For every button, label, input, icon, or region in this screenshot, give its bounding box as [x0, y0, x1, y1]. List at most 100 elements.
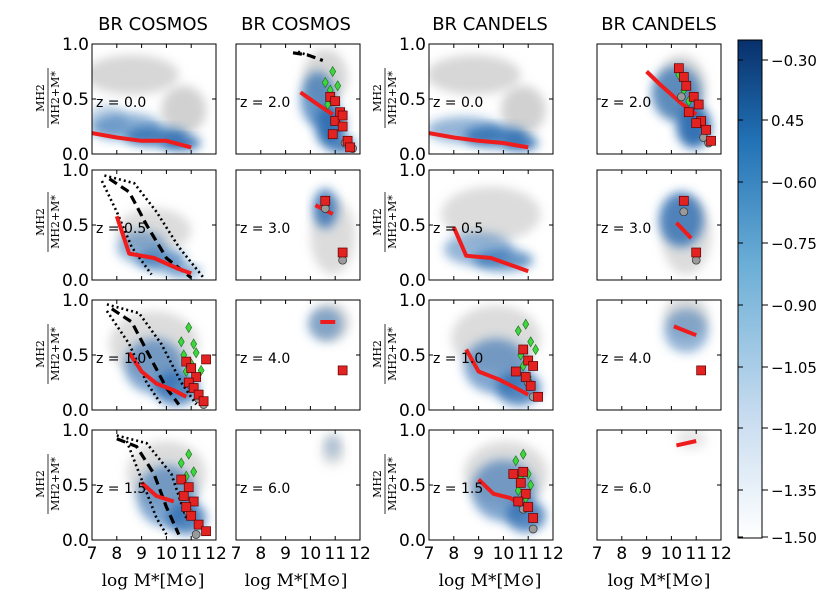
y-tick-label: 1.0: [62, 161, 89, 181]
x-tick-label: 11: [180, 544, 202, 564]
x-tick-label: 10: [156, 544, 178, 564]
data-point-square: [186, 363, 197, 374]
data-point-square: [337, 247, 348, 258]
median-line: [429, 131, 529, 150]
data-point-square: [193, 519, 204, 530]
ylabel-denominator: MH2+M*: [49, 457, 62, 511]
ylabel-row-4-left: MH2 MH2+M*: [34, 454, 62, 514]
redshift-label: z = 2.0: [240, 95, 290, 111]
ylabel-numerator: MH2: [34, 208, 47, 236]
data-point-square: [683, 107, 694, 118]
y-tick-label: 1.0: [399, 161, 426, 181]
contour-line: [106, 303, 198, 406]
redshift-label: z = 2.0: [601, 95, 651, 111]
y-tick-label: 0.0: [399, 401, 426, 421]
panel-plot-area: [645, 55, 716, 149]
data-point-square: [337, 365, 348, 376]
data-point-circle: [320, 204, 330, 213]
data-point-square: [520, 372, 531, 382]
panel-r3-c4: z = 4.0: [596, 299, 722, 411]
data-point-diamond: [185, 448, 193, 460]
data-point-square: [327, 129, 338, 140]
panel-r1-c3: 0.0 0.5 1.0 z = 0.0: [399, 35, 554, 165]
data-point-diamond: [532, 343, 539, 356]
column-title-1: BR COSMOS: [98, 14, 208, 35]
panel-plot-area: [116, 434, 211, 539]
y-tick-label: 0.5: [399, 90, 426, 110]
ylabel-row-2-right: MH2 MH2+M*: [371, 192, 399, 252]
panel-plot-area: [307, 302, 351, 376]
panel-r3-c3: 0.0 0.5 1.0 z = 1.0: [399, 291, 554, 421]
panel-plot-area: [310, 188, 356, 275]
panel-r3-c2: z = 4.0: [235, 299, 361, 411]
data-point-square: [523, 502, 534, 512]
x-tick-label: 7: [231, 544, 242, 564]
x-tick-label: 11: [685, 544, 707, 564]
colorbar-tick-label: −0.30: [771, 52, 817, 70]
data-point-diamond: [321, 76, 329, 89]
column-title-4: BR CANDELS: [601, 14, 717, 35]
median-line: [674, 221, 693, 240]
data-point-square: [193, 389, 204, 400]
density-blue-blob: [505, 499, 546, 533]
data-point-square: [191, 372, 202, 382]
y-tick-label: 0.5: [399, 216, 426, 236]
data-point-circle: [528, 524, 538, 534]
contour-line: [104, 174, 205, 279]
redshift-label: z = 0.5: [96, 221, 146, 237]
data-point-square: [198, 396, 209, 407]
redshift-label: z = 1.0: [96, 351, 146, 367]
y-tick-label: 0.0: [62, 145, 89, 165]
data-point-square: [183, 377, 194, 388]
ylabel-numerator: MH2: [371, 470, 384, 498]
colorbar-tick-label: −0.60: [771, 174, 817, 192]
data-point-square: [345, 142, 355, 153]
redshift-label: z = 1.5: [433, 481, 483, 497]
y-tick-label: 0.0: [399, 531, 426, 551]
data-point-square: [178, 491, 189, 501]
median-line: [464, 348, 530, 397]
x-tick-label: 7: [424, 544, 435, 564]
panel-r1-c1: 0.0 0.5 1.0 z = 0.0: [62, 35, 217, 165]
data-point-square: [337, 110, 348, 121]
x-tick-label: 8: [255, 544, 266, 564]
panel-r3-c1: 0.0 0.5 1.0 z = 1.0: [62, 291, 217, 421]
ylabel-denominator: MH2+M*: [386, 195, 399, 249]
x-tick-label: 8: [448, 544, 459, 564]
x-tick-label: 10: [300, 544, 322, 564]
data-point-square: [693, 99, 704, 110]
panel-r2-c3: 0.0 0.5 1.0 z = 0.5: [399, 161, 554, 291]
y-tick-label: 0.5: [62, 346, 89, 366]
ylabel-row-1-right: MH2 MH2+M*: [371, 68, 399, 128]
data-point-square: [330, 116, 341, 126]
y-tick-label: 0.5: [399, 346, 426, 366]
ylabel-numerator: MH2: [371, 84, 384, 112]
ylabel-denominator: MH2+M*: [386, 327, 399, 381]
data-point-diamond: [190, 338, 198, 350]
data-point-square: [691, 247, 702, 258]
data-point-diamond: [192, 347, 200, 359]
density-blue-blob: [325, 435, 341, 458]
data-point-diamond: [514, 484, 522, 497]
density-blue-blob: [503, 135, 539, 151]
data-point-square: [525, 380, 536, 391]
y-tick-label: 1.0: [399, 35, 426, 55]
data-point-square: [678, 72, 689, 82]
data-point-square: [515, 477, 526, 488]
x-tick-label: 9: [473, 544, 484, 564]
x-tick-label: 10: [661, 544, 683, 564]
panel-plot-area: [663, 300, 709, 376]
median-line: [92, 131, 192, 150]
data-point-square: [320, 195, 331, 206]
density-blue-blob: [659, 192, 704, 247]
colorbar-tick-label: −0.75: [771, 235, 817, 253]
data-point-square: [186, 510, 197, 521]
ylabel-denominator: MH2+M*: [49, 327, 62, 381]
colorbar-tick-label: −1.05: [771, 359, 817, 377]
redshift-label: z = 1.0: [433, 351, 483, 367]
column-title-3: BR CANDELS: [432, 14, 548, 35]
data-point-square: [528, 361, 539, 371]
panel-r1-c2: z = 2.0: [235, 43, 361, 155]
panel-r2-c4: z = 3.0: [596, 169, 722, 281]
data-point-diamond: [177, 336, 185, 348]
